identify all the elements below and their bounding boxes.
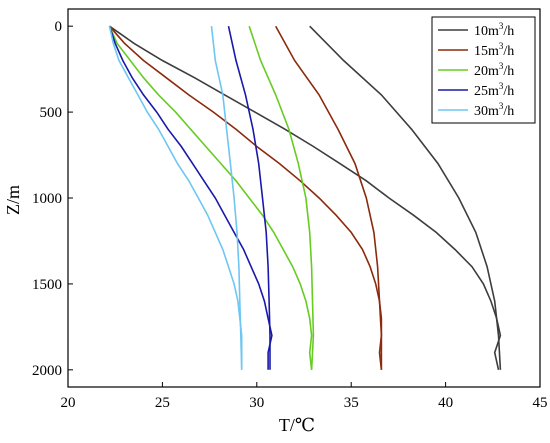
- y-tick-label: 1000: [32, 191, 62, 207]
- x-tick-label: 30: [249, 395, 264, 411]
- series-line-3: [108, 25, 273, 370]
- legend: 10m3/h 15m3/h 20m3/h 25m3/h 30m3/h: [431, 16, 536, 124]
- y-tick-label: 0: [55, 19, 63, 35]
- legend-label: 30m3/h: [474, 101, 514, 119]
- x-tick-label: 20: [61, 395, 76, 411]
- series-line-6: [227, 26, 271, 370]
- y-axis-label: Z/m: [3, 185, 23, 215]
- x-tick-label: 35: [344, 395, 359, 411]
- series-line-9: [309, 25, 502, 370]
- series-line-8: [274, 25, 383, 370]
- x-axis-label: T/℃: [279, 415, 315, 435]
- series-line-4: [108, 26, 243, 370]
- legend-label: 10m3/h: [474, 21, 514, 39]
- y-tick-label: 2000: [32, 363, 62, 379]
- series-line-7: [248, 25, 315, 370]
- series-layer: [108, 25, 502, 370]
- x-tick-label: 40: [438, 395, 453, 411]
- series-line-2: [108, 25, 313, 370]
- legend-label: 20m3/h: [474, 61, 514, 79]
- x-tick-label: 45: [533, 395, 548, 411]
- y-tick-label: 500: [40, 105, 63, 121]
- legend-label: 25m3/h: [474, 81, 514, 99]
- series-line-0: [109, 25, 502, 370]
- legend-label: 15m3/h: [474, 41, 514, 59]
- x-tick-label: 25: [155, 395, 170, 411]
- tick-layer: 20 25 30 35 40 45 0 500 1000 1500 2000: [32, 19, 548, 411]
- series-line-5: [210, 26, 243, 370]
- y-tick-label: 1500: [32, 277, 62, 293]
